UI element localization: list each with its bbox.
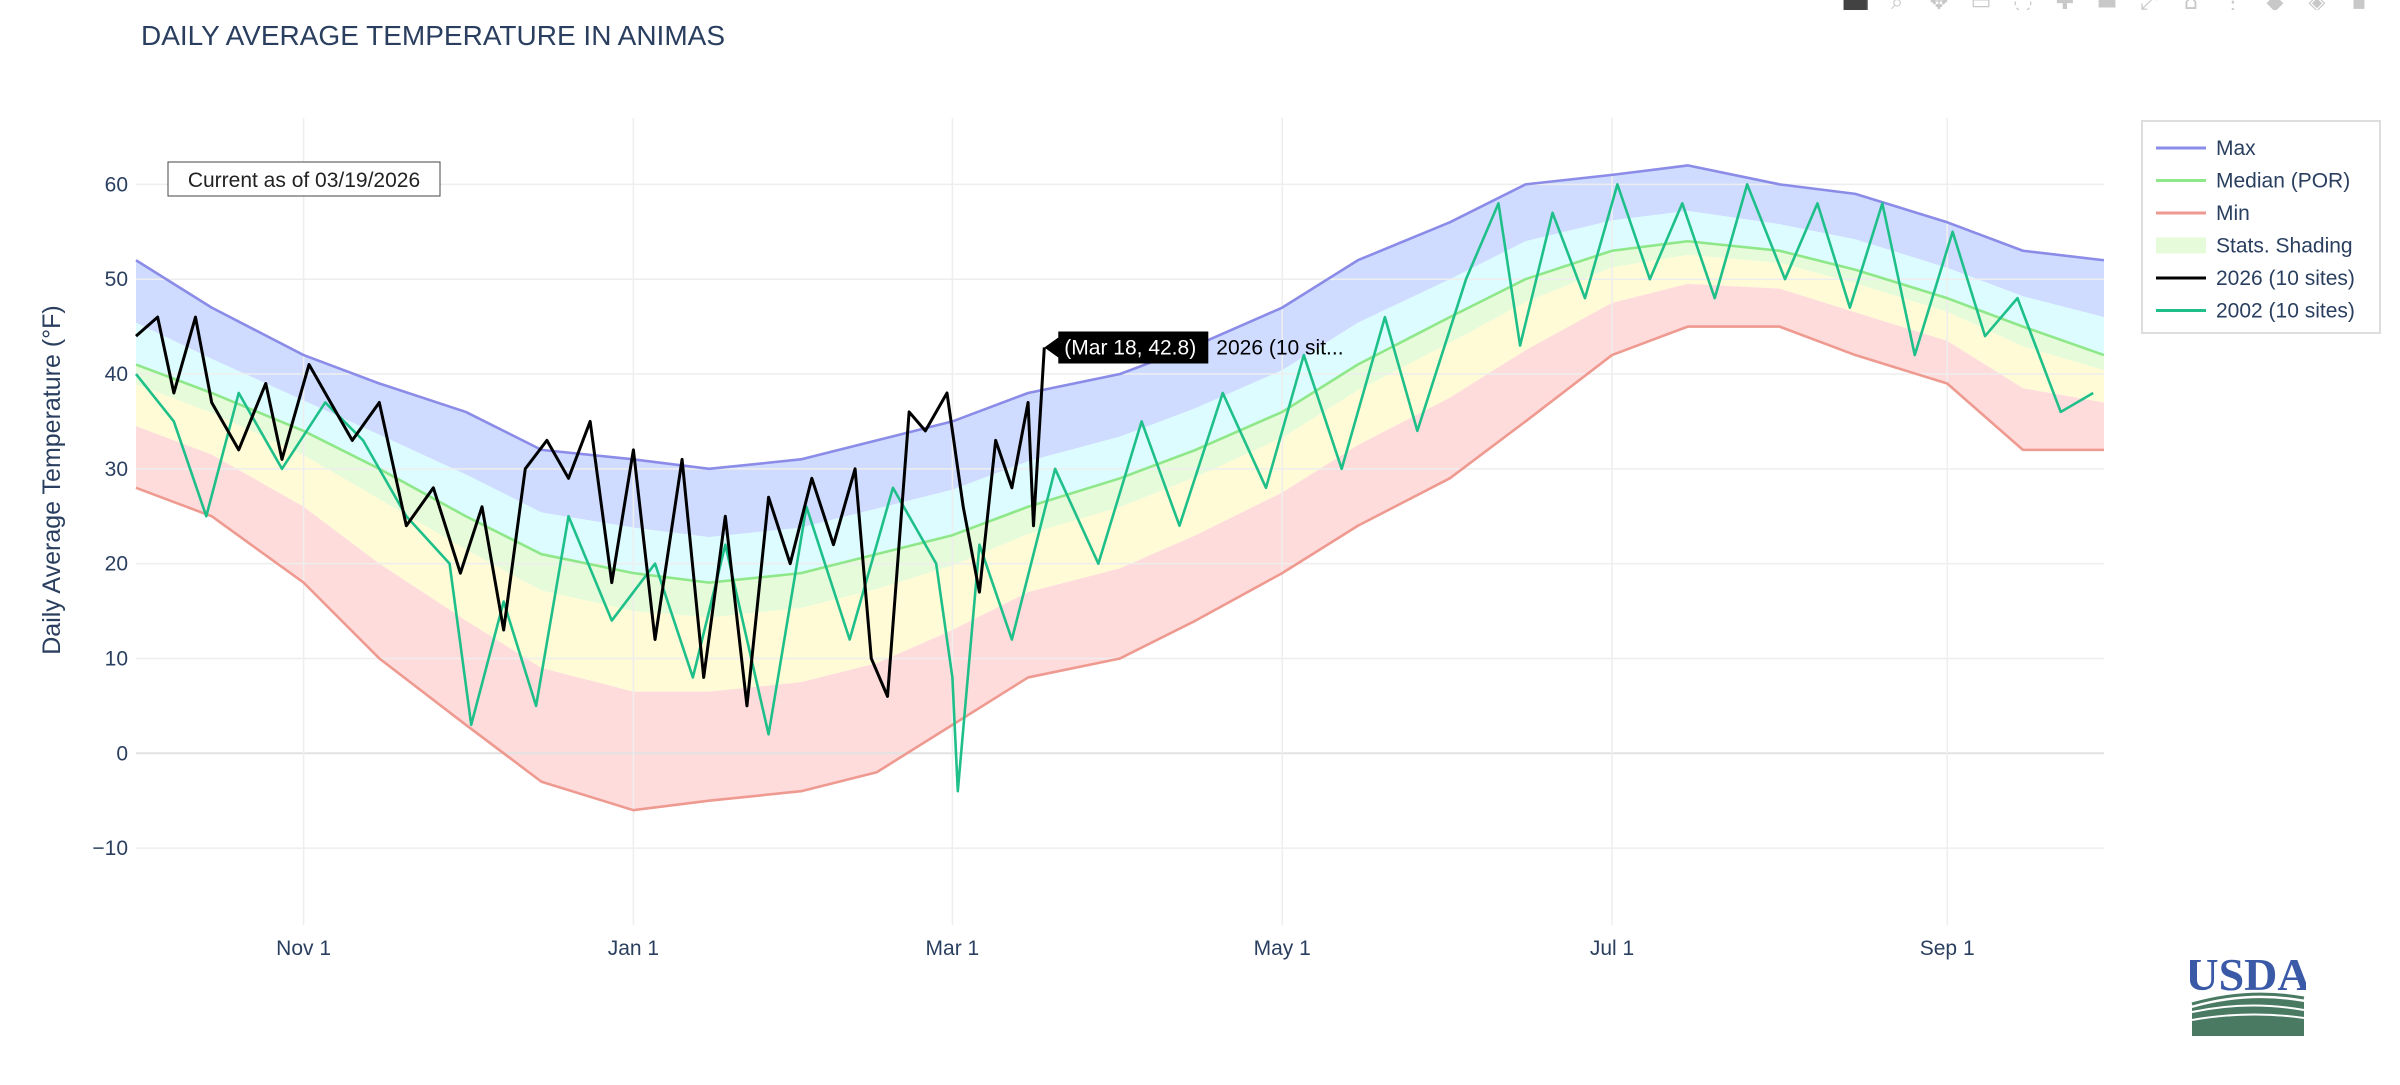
series-line-2002-10-sites[interactable] <box>134 183 2094 793</box>
hover-compare-icon[interactable]: ◈ <box>2304 0 2330 10</box>
home-icon[interactable]: ▪ <box>2346 0 2372 10</box>
y-axis-title: Daily Average Temperature (°F) <box>38 305 66 655</box>
stats-band-4 <box>136 283 2104 811</box>
x-tick-label: Jan 1 <box>608 937 659 960</box>
zoom-in-icon[interactable]: ✚ <box>2052 0 2078 10</box>
x-axis: Nov 1 Jan 1 Mar 1 May 1 Jul 1 Sep 1 <box>276 937 1974 960</box>
lasso-icon[interactable]: ◌ <box>2010 0 2036 10</box>
hover-value-text: (Mar 18, 42.8) <box>1064 336 1196 359</box>
x-tick-label: Sep 1 <box>1920 937 1975 960</box>
y-tick-label: 10 <box>105 647 128 670</box>
legend: Max Median (POR) Min Stats. Shading 2026 (10… <box>2141 120 2381 334</box>
x-tick-label: Nov 1 <box>276 937 331 960</box>
usda-logo: USDA <box>2190 950 2306 1036</box>
y-tick-label: −10 <box>92 837 128 860</box>
legend-item-median-por[interactable]: Median (POR) <box>2216 170 2350 193</box>
spike-icon[interactable]: ⋮ <box>2220 0 2246 10</box>
legend-item-max[interactable]: Max <box>2216 137 2256 160</box>
chart-title: DAILY AVERAGE TEMPERATURE IN ANIMAS <box>141 20 725 51</box>
x-tick-label: Mar 1 <box>926 937 980 960</box>
series-line-2026-10-sites[interactable] <box>135 315 1046 708</box>
legend-item-stats-shading[interactable]: Stats. Shading <box>2216 235 2353 258</box>
y-tick-label: 40 <box>105 363 128 386</box>
pan-icon[interactable]: ✥ <box>1926 0 1952 10</box>
y-tick-label: 0 <box>116 742 128 765</box>
autoscale-icon[interactable]: ⤢ <box>2136 0 2162 10</box>
x-tick-label: Jul 1 <box>1590 937 1634 960</box>
series-lines <box>134 164 2105 812</box>
camera-icon[interactable]: ⬛ <box>1842 0 1868 10</box>
usda-logo-text: USDA <box>2190 950 2306 1000</box>
hover-closest-icon[interactable]: ◆ <box>2262 0 2288 10</box>
zoom-icon[interactable]: ⌕ <box>1884 0 1910 10</box>
modebar: ⬛ ⌕ ✥ ▭ ◌ ✚ ▬ ⤢ ⌂ ⋮ ◆ ◈ ▪ <box>1842 0 2372 10</box>
y-axis: −10 0 10 20 30 40 50 60 <box>92 173 128 860</box>
hover-label: (Mar 18, 42.8) 2026 (10 sit... <box>1044 331 1344 364</box>
legend-item-min[interactable]: Min <box>2216 202 2250 225</box>
x-tick-label: May 1 <box>1254 937 1311 960</box>
y-tick-label: 60 <box>105 173 128 196</box>
reset-axes-icon[interactable]: ⌂ <box>2178 0 2204 10</box>
legend-item-2002-10-sites[interactable]: 2002 (10 sites) <box>2216 300 2355 323</box>
zoom-out-icon[interactable]: ▬ <box>2094 0 2120 10</box>
hover-series-text: 2026 (10 sit... <box>1216 336 1343 359</box>
y-tick-label: 20 <box>105 553 128 576</box>
series-line-min[interactable] <box>135 325 2104 812</box>
series-line-max[interactable] <box>135 164 2105 471</box>
stats-shading <box>136 165 2104 811</box>
current-as-of-annotation: Current as of 03/19/2026 <box>167 161 441 197</box>
annotation-text: Current as of 03/19/2026 <box>188 169 420 192</box>
legend-swatch-stats-shading <box>2156 237 2206 254</box>
series-line-median-por[interactable] <box>135 239 2105 584</box>
legend-item-2026-10-sites[interactable]: 2026 (10 sites) <box>2216 267 2355 290</box>
y-tick-label: 50 <box>105 268 128 291</box>
select-icon[interactable]: ▭ <box>1968 0 1994 10</box>
y-tick-label: 30 <box>105 458 128 481</box>
